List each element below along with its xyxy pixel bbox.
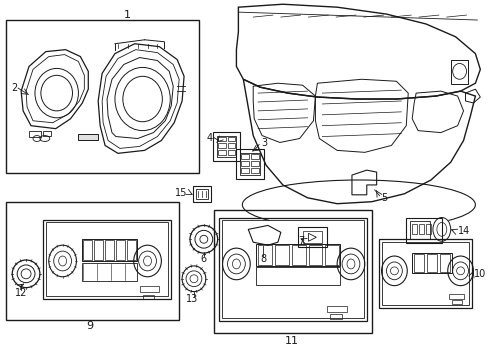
- Bar: [78, 134, 98, 140]
- Text: 12: 12: [15, 288, 27, 298]
- Text: 7: 7: [298, 236, 304, 246]
- Bar: [196, 189, 207, 199]
- Bar: [236, 149, 264, 179]
- Bar: [251, 161, 259, 166]
- Bar: [251, 154, 259, 159]
- Bar: [241, 161, 249, 166]
- Bar: [256, 244, 340, 266]
- Text: 1: 1: [124, 10, 131, 20]
- Bar: [241, 154, 249, 159]
- Bar: [82, 239, 137, 261]
- Bar: [213, 210, 371, 333]
- Bar: [426, 254, 436, 272]
- Bar: [140, 286, 159, 292]
- Bar: [29, 131, 41, 136]
- Bar: [43, 131, 51, 136]
- Bar: [218, 217, 366, 321]
- Bar: [240, 153, 260, 175]
- Bar: [105, 240, 114, 260]
- Bar: [251, 168, 259, 173]
- Bar: [406, 217, 441, 243]
- Bar: [381, 242, 468, 305]
- Bar: [413, 254, 423, 272]
- Bar: [83, 240, 92, 260]
- Bar: [451, 301, 461, 305]
- Text: 9: 9: [86, 321, 94, 331]
- Text: 14: 14: [457, 226, 469, 237]
- Bar: [142, 294, 154, 300]
- Bar: [227, 144, 235, 148]
- Bar: [411, 224, 416, 234]
- Bar: [274, 245, 288, 265]
- Bar: [212, 132, 240, 161]
- Bar: [439, 254, 449, 272]
- Text: 13: 13: [185, 293, 198, 303]
- Bar: [256, 267, 340, 285]
- Bar: [116, 240, 124, 260]
- Bar: [418, 224, 423, 234]
- Bar: [6, 20, 199, 173]
- Text: 6: 6: [201, 254, 206, 264]
- Bar: [217, 144, 225, 148]
- Bar: [325, 245, 338, 265]
- Text: 11: 11: [284, 336, 298, 346]
- Text: 10: 10: [473, 269, 486, 279]
- Bar: [308, 245, 322, 265]
- Bar: [329, 314, 342, 319]
- Bar: [82, 263, 137, 281]
- Bar: [227, 136, 235, 141]
- Bar: [227, 150, 235, 155]
- Bar: [302, 231, 322, 243]
- Text: 3: 3: [261, 139, 266, 148]
- Bar: [450, 59, 468, 84]
- Bar: [43, 220, 171, 298]
- Text: 8: 8: [260, 254, 265, 264]
- Bar: [425, 224, 430, 234]
- Bar: [448, 293, 463, 298]
- Text: 15: 15: [174, 188, 186, 198]
- Bar: [193, 186, 210, 202]
- Bar: [217, 150, 225, 155]
- Bar: [326, 306, 346, 312]
- Bar: [94, 240, 103, 260]
- Bar: [221, 220, 363, 318]
- Bar: [6, 202, 179, 320]
- Bar: [46, 222, 168, 296]
- Bar: [241, 168, 249, 173]
- Bar: [378, 239, 471, 309]
- Bar: [291, 245, 305, 265]
- Bar: [216, 136, 236, 157]
- Text: 5: 5: [381, 193, 387, 203]
- Text: 4: 4: [206, 132, 212, 143]
- Bar: [258, 245, 271, 265]
- Bar: [409, 221, 429, 239]
- Bar: [126, 240, 135, 260]
- Text: 2: 2: [11, 83, 17, 93]
- Bar: [411, 253, 451, 273]
- Bar: [217, 136, 225, 141]
